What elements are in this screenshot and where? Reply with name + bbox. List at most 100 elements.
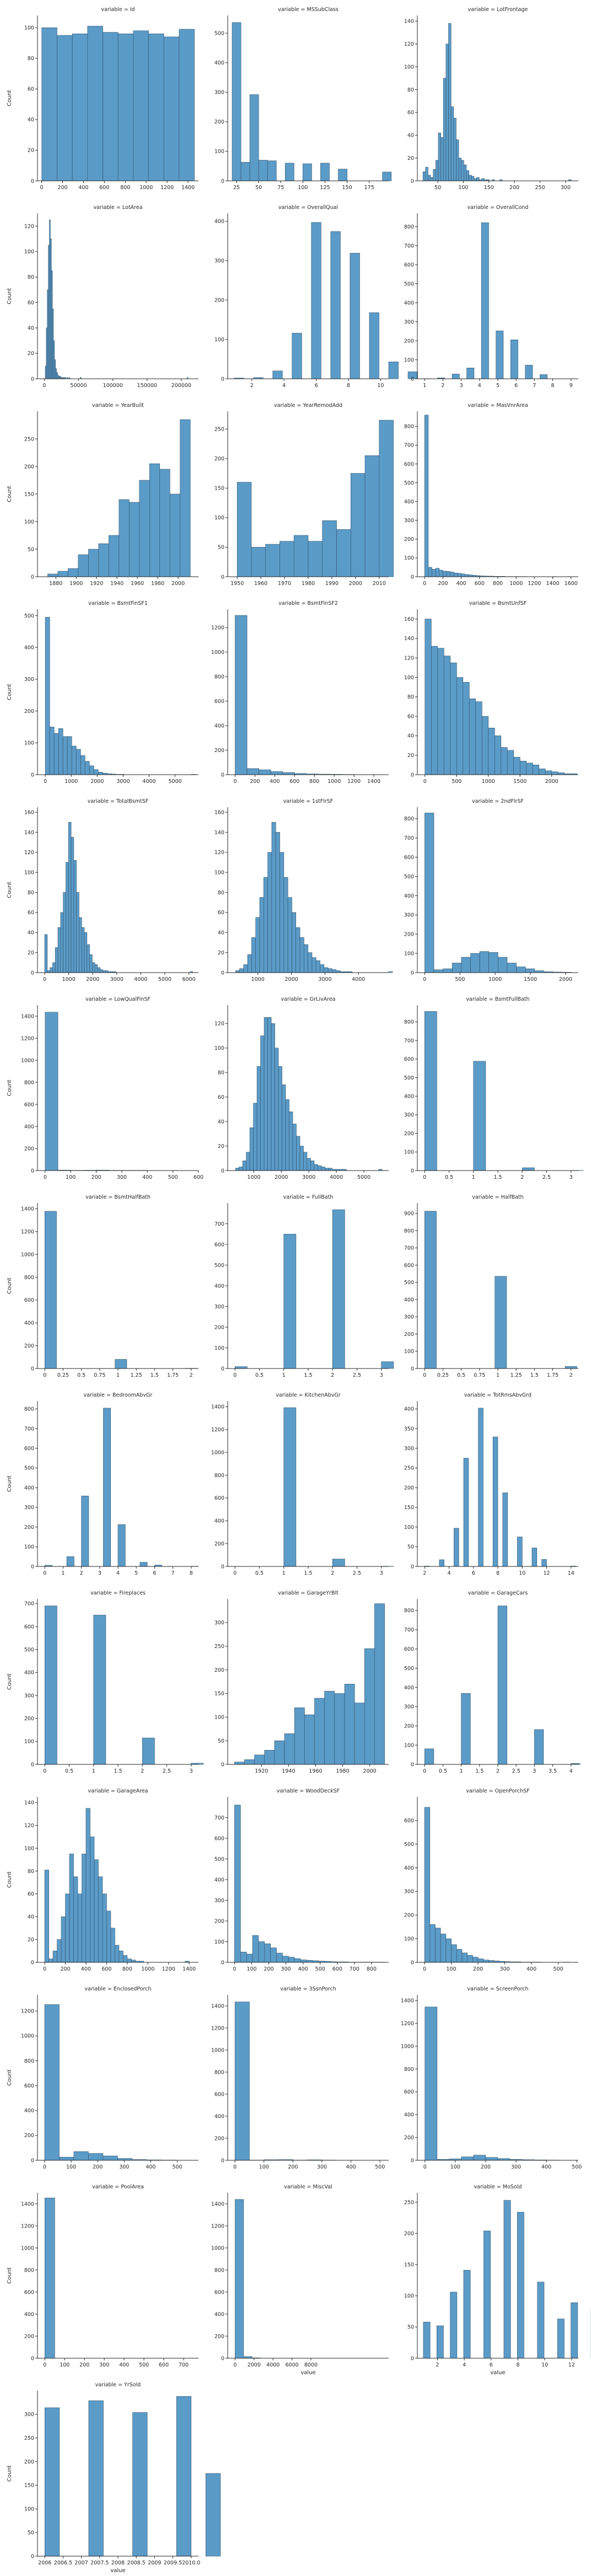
- histogram-bar: [110, 1928, 115, 1963]
- y-tick-label: 1200: [211, 2025, 224, 2031]
- x-tick-label: 2000: [171, 581, 185, 587]
- y-tick-label: 40: [407, 733, 414, 739]
- histogram-bar: [45, 1012, 58, 1171]
- chart-panel: variable = OpenPorchSF 0 100 200 300 400 500 60…: [404, 1788, 578, 1972]
- y-tick-label: 500: [404, 281, 414, 287]
- histogram-bar: [98, 543, 109, 577]
- histogram-bar: [450, 2291, 458, 2359]
- x-tick-label: 6: [472, 1570, 475, 1576]
- histogram-bar: [282, 1085, 286, 1171]
- y-tick-label: 600: [24, 2083, 34, 2089]
- x-tick-label: 6: [490, 2362, 493, 2368]
- y-tick-label: 0: [31, 178, 34, 184]
- histogram-bar: [429, 1924, 436, 1963]
- y-tick-label: 500: [214, 30, 224, 36]
- y-tick-label: 0: [221, 2158, 224, 2164]
- x-tick-label: 5000: [169, 779, 182, 785]
- histogram-bar: [73, 1876, 78, 1963]
- y-tick-label: 1400: [211, 2003, 224, 2009]
- histogram-bar: [87, 26, 103, 181]
- x-tick-label: 1: [282, 1570, 286, 1576]
- histogram-bar: [271, 1023, 275, 1171]
- x-tick-label: 1500: [513, 779, 526, 785]
- x-tick-label: 75: [277, 185, 284, 191]
- y-tick-label: 40: [28, 325, 34, 331]
- histogram-bar: [534, 970, 544, 973]
- chart-title: variable = LotArea: [94, 205, 143, 211]
- y-tick-label: 700: [404, 1627, 414, 1633]
- x-tick-label: 600: [332, 1966, 342, 1972]
- y-tick-label: 40: [407, 133, 414, 139]
- histogram-bar: [304, 1714, 315, 1765]
- histogram-bar: [299, 1146, 304, 1171]
- histogram-bar: [71, 837, 74, 973]
- x-tick-label: 1.5: [530, 1372, 539, 1378]
- y-tick-label: 80: [407, 87, 414, 93]
- chart-title: variable = FullBath: [283, 1194, 334, 1200]
- histogram-bar: [68, 568, 79, 577]
- histogram-bar: [44, 1870, 49, 1963]
- y-tick-label: 0: [31, 772, 34, 778]
- histogram-bar: [435, 568, 440, 577]
- histogram-bar: [379, 420, 394, 577]
- histogram-bar: [272, 371, 283, 379]
- histogram-bar: [481, 178, 485, 181]
- x-tick-label: 10: [519, 1570, 525, 1576]
- histogram-bar: [439, 1559, 444, 1567]
- histogram-bar: [275, 1048, 279, 1171]
- histogram-bar: [424, 1211, 437, 1369]
- x-tick-label: 0.75: [94, 1372, 105, 1378]
- histogram-bar: [501, 747, 508, 775]
- x-tick-label: 2000: [284, 976, 298, 983]
- histogram-bar: [100, 969, 103, 973]
- x-tick-label: 400: [81, 1966, 91, 1972]
- chart-title: variable = OpenPorchSF: [466, 1788, 529, 1794]
- x-tick-label: 1980: [302, 581, 315, 587]
- y-tick-label: 100: [404, 555, 414, 561]
- x-tick-label: 1980: [336, 1768, 349, 1774]
- x-tick-label: 2000: [86, 976, 99, 983]
- y-tick-label: 200: [404, 1724, 414, 1730]
- histogram-bar: [57, 35, 73, 181]
- chart-panel: variable = YearBuilt 0 50 100 150 200 250 1880 1…: [7, 402, 198, 587]
- histogram-bar: [432, 569, 436, 577]
- x-tick-label: 1990: [325, 581, 339, 587]
- histogram-bar: [45, 617, 50, 775]
- y-tick-label: 600: [404, 1818, 414, 1824]
- histogram-bar: [93, 1614, 106, 1765]
- histogram-bar: [105, 970, 109, 973]
- histogram-bar: [235, 2199, 244, 2359]
- y-tick-label: 100: [214, 337, 224, 343]
- histogram-bar: [481, 716, 489, 775]
- histogram-bar: [47, 970, 50, 973]
- chart-panel: variable = BsmtFullBath 0 100 200 300 400 500 6…: [404, 996, 584, 1180]
- y-tick-label: 0: [31, 970, 34, 976]
- y-tick-label: 200: [214, 2333, 224, 2339]
- x-tick-label: 2000: [90, 779, 104, 785]
- x-tick-label: 0: [44, 1174, 47, 1180]
- x-tick-label: 0: [423, 1174, 426, 1180]
- histogram-bar: [89, 954, 93, 973]
- histogram-bar: [292, 912, 297, 973]
- histogram-bar: [525, 364, 533, 379]
- y-axis-label: Count: [7, 2465, 13, 2482]
- histogram-bar: [85, 1808, 90, 1963]
- x-tick-label: 3: [569, 1174, 573, 1180]
- y-tick-label: 400: [24, 645, 34, 651]
- histogram-bar: [502, 1493, 508, 1567]
- y-tick-label: 300: [214, 1304, 224, 1310]
- chart-title: variable = BsmtFinSF2: [278, 600, 338, 607]
- histogram-bar: [87, 944, 90, 973]
- x-tick-label: 4000: [266, 2362, 280, 2368]
- y-tick-label: 800: [24, 1407, 34, 1413]
- x-tick-label: 1: [460, 1768, 463, 1774]
- y-tick-label: 300: [404, 1704, 414, 1710]
- y-tick-label: 20: [407, 155, 414, 162]
- histogram-bar: [117, 2158, 133, 2161]
- y-tick-label: 300: [404, 913, 414, 919]
- histogram-bar: [473, 1061, 486, 1171]
- y-tick-label: 300: [214, 90, 224, 96]
- histogram-bar: [159, 469, 170, 577]
- histogram-bar: [466, 170, 469, 181]
- chart-title: variable = HalfBath: [472, 1194, 523, 1200]
